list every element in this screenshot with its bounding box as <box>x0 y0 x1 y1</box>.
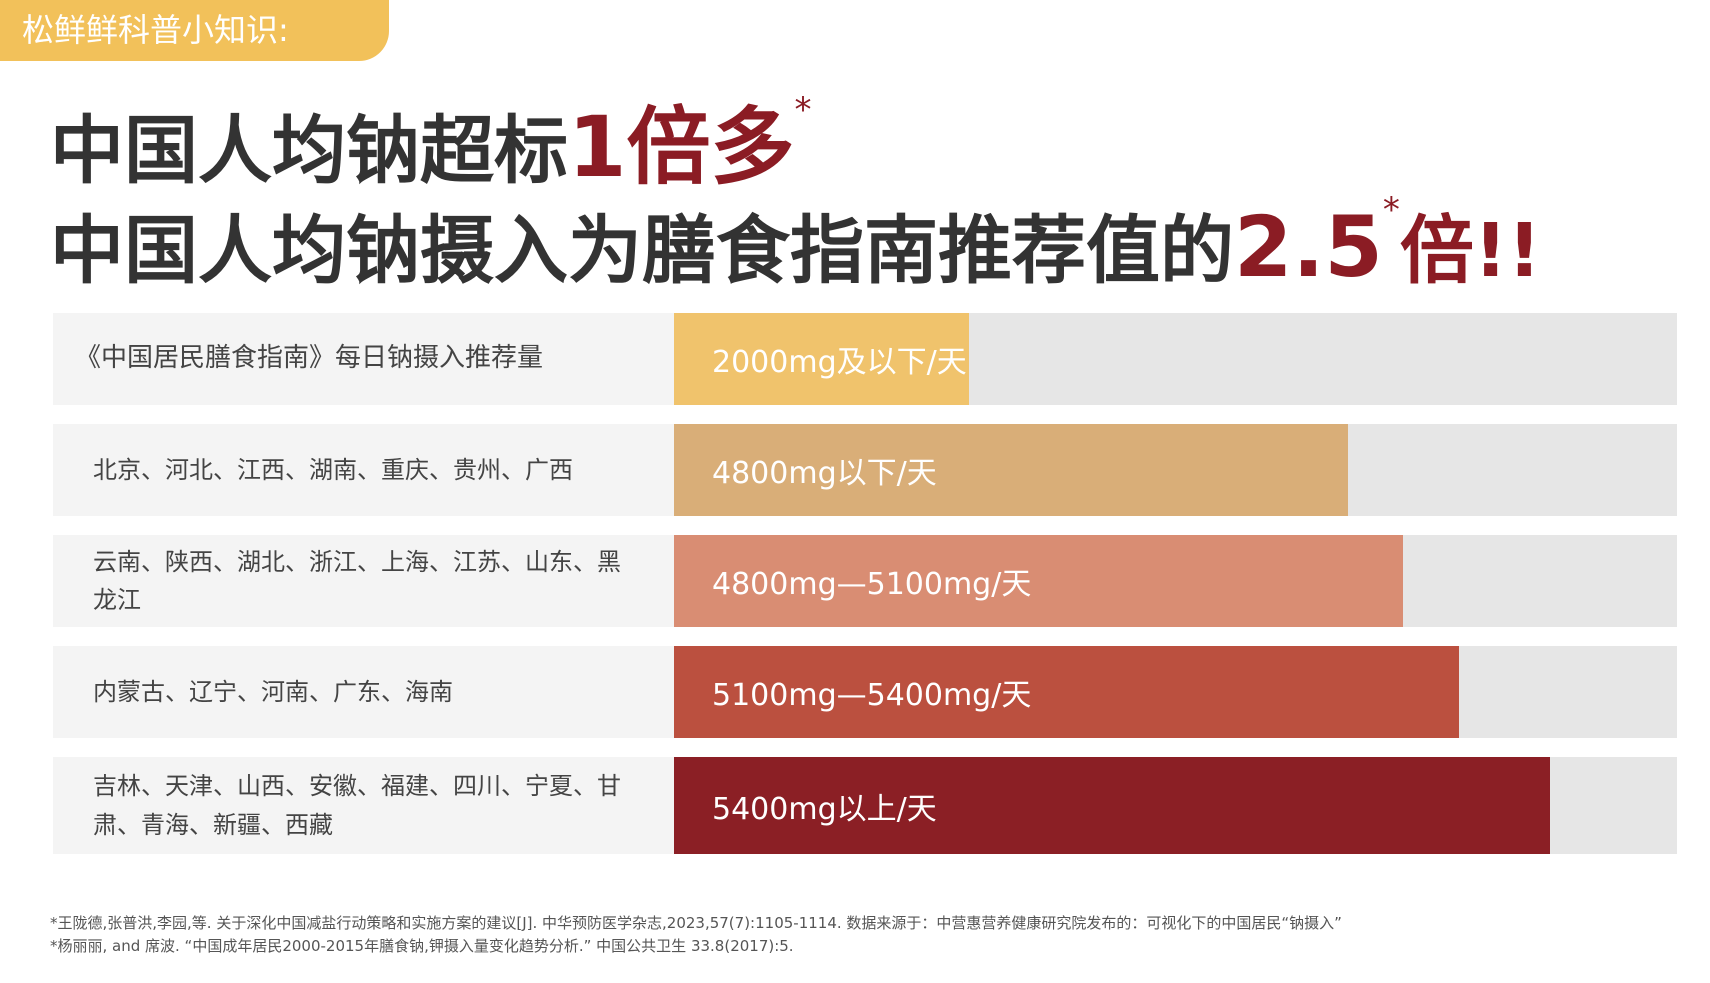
region-label: 吉林、天津、山西、安徽、福建、四川、宁夏、甘肃、青海、新疆、西藏 <box>53 757 674 854</box>
title-line: 中国人均钠摄入为膳食指南推荐值的2.5*倍!! <box>50 193 1541 289</box>
footnote-mark: * <box>794 90 812 130</box>
rows: 《中国居民膳食指南》每日钠摄入推荐量 2000mg及以下/天 北京、河北、江西、湖南… <box>53 313 1677 873</box>
bar-track: 5100mg—5400mg/天 <box>674 646 1677 738</box>
title-highlight: 1倍多 <box>568 98 795 196</box>
title-suffix: 倍!! <box>1399 208 1542 294</box>
bar: 2000mg及以下/天 <box>674 313 969 405</box>
bar: 4800mg以下/天 <box>674 424 1348 516</box>
row: 北京、河北、江西、湖南、重庆、贵州、广西 4800mg以下/天 <box>53 424 1677 516</box>
footnote: *王陇德,张普洪,李园,等. 关于深化中国减盐行动策略和实施方案的建议[J]. … <box>50 914 1342 932</box>
title-text: 中国人均钠超标 <box>50 108 568 194</box>
region-label: 北京、河北、江西、湖南、重庆、贵州、广西 <box>53 424 674 516</box>
tag: 松鲜鲜科普小知识: <box>0 0 389 61</box>
bar: 5100mg—5400mg/天 <box>674 646 1459 738</box>
row: 吉林、天津、山西、安徽、福建、四川、宁夏、甘肃、青海、新疆、西藏 5400mg以上… <box>53 757 1677 854</box>
bar-track: 4800mg—5100mg/天 <box>674 535 1677 627</box>
region-label: 内蒙古、辽宁、河南、广东、海南 <box>53 646 674 738</box>
row: 内蒙古、辽宁、河南、广东、海南 5100mg—5400mg/天 <box>53 646 1677 738</box>
title-line: 中国人均钠超标1倍多* <box>50 93 811 189</box>
title-text: 中国人均钠摄入为膳食指南推荐值的 <box>50 208 1234 294</box>
row: 云南、陕西、湖北、浙江、上海、江苏、山东、黑龙江 4800mg—5100mg/天 <box>53 535 1677 627</box>
title-highlight: 2.5 <box>1234 198 1383 296</box>
footnotes: *王陇德,张普洪,李园,等. 关于深化中国减盐行动策略和实施方案的建议[J]. … <box>50 912 1342 958</box>
region-label: 云南、陕西、湖北、浙江、上海、江苏、山东、黑龙江 <box>53 535 674 627</box>
region-label: 《中国居民膳食指南》每日钠摄入推荐量 <box>53 313 674 405</box>
bar: 5400mg以上/天 <box>674 757 1550 854</box>
bar: 4800mg—5100mg/天 <box>674 535 1403 627</box>
footnote: *杨丽丽, and 席波. “中国成年居民2000-2015年膳食钠,钾摄入量变… <box>50 937 794 955</box>
bar-track: 5400mg以上/天 <box>674 757 1677 854</box>
bar-track: 2000mg及以下/天 <box>674 313 1677 405</box>
bar-track: 4800mg以下/天 <box>674 424 1677 516</box>
footnote-mark: * <box>1382 190 1400 230</box>
row: 《中国居民膳食指南》每日钠摄入推荐量 2000mg及以下/天 <box>53 313 1677 405</box>
